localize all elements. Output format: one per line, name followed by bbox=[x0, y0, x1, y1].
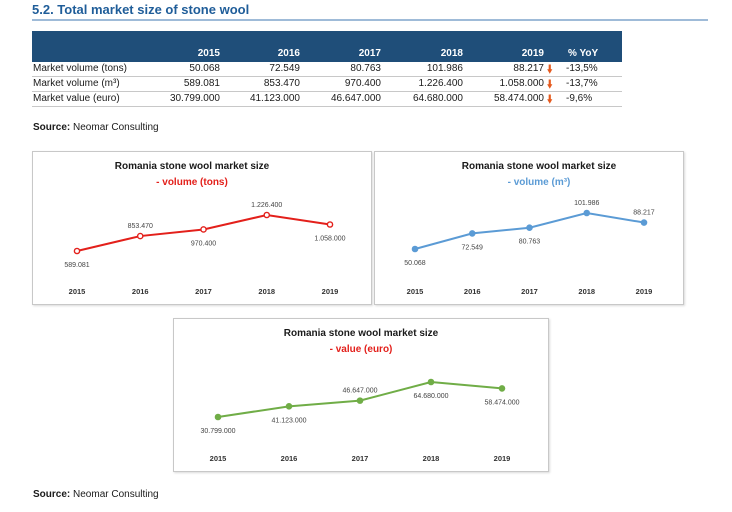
chart-volume-m3: Romania stone wool market size - volume … bbox=[374, 151, 684, 305]
x-tick-label: 2018 bbox=[423, 454, 440, 463]
data-point bbox=[468, 230, 476, 237]
data-label: 41.123.000 bbox=[271, 417, 306, 424]
table-cell: 80.763 bbox=[350, 63, 381, 74]
chart-subtitle: - volume (m³) bbox=[507, 177, 571, 188]
x-tick-label: 2017 bbox=[521, 287, 538, 296]
row-divider bbox=[32, 76, 622, 77]
data-point bbox=[136, 232, 144, 240]
table-yoy: -9,6% bbox=[566, 93, 593, 104]
data-label: 88.217 bbox=[633, 210, 655, 217]
x-tick-label: 2019 bbox=[494, 454, 511, 463]
table-yoy: -13,7% bbox=[566, 78, 598, 89]
chart-volume-tons: Romania stone wool market size - volume … bbox=[32, 151, 372, 305]
section-heading: 5.2. Total market size of stone wool bbox=[32, 2, 250, 17]
data-point bbox=[356, 397, 364, 404]
table-header-year: 2016 bbox=[277, 48, 300, 59]
chart-value-euro: Romania stone wool market size - value (… bbox=[173, 318, 549, 472]
chart-subtitle: - value (euro) bbox=[329, 344, 393, 355]
chart-title: Romania stone wool market size bbox=[283, 328, 439, 339]
data-point bbox=[427, 378, 435, 386]
chart-plot: 30.799.000 2015 41.123.000 2016 46.647.000 20… bbox=[200, 378, 520, 463]
data-label: 1.058.000 bbox=[314, 236, 345, 243]
data-point bbox=[526, 224, 533, 232]
data-label: 80.763 bbox=[519, 239, 541, 246]
table-header-year: 2018 bbox=[440, 48, 463, 59]
table-header-year: 2017 bbox=[358, 48, 381, 59]
chart-subtitle: - volume (tons) bbox=[156, 177, 228, 188]
data-label: 101.986 bbox=[574, 200, 599, 207]
table-cell: 50.068 bbox=[189, 63, 220, 74]
data-point bbox=[200, 226, 207, 233]
x-tick-label: 2017 bbox=[352, 454, 369, 463]
table-cell: 1.058.000 bbox=[499, 78, 545, 89]
table-yoy: -13,5% bbox=[566, 63, 598, 74]
source-note: Source: Neomar Consulting bbox=[33, 489, 159, 500]
x-tick-label: 2016 bbox=[281, 454, 298, 463]
row-divider bbox=[32, 106, 622, 107]
table-header-yoy: % YoY bbox=[568, 48, 599, 59]
data-label: 970.400 bbox=[191, 240, 216, 247]
data-label: 46.647.000 bbox=[342, 388, 377, 395]
x-tick-label: 2017 bbox=[195, 287, 212, 296]
data-point bbox=[214, 413, 222, 421]
table-header-year: 2015 bbox=[197, 48, 220, 59]
table-cell: 58.474.000 bbox=[493, 93, 544, 104]
table-cell: 1.226.400 bbox=[418, 78, 464, 89]
table-cell: 41.123.000 bbox=[249, 93, 300, 104]
table-cell: 30.799.000 bbox=[169, 93, 220, 104]
table-cell: 101.986 bbox=[426, 63, 463, 74]
chart-title: Romania stone wool market size bbox=[461, 161, 617, 172]
x-tick-label: 2018 bbox=[258, 287, 275, 296]
chart-plot: 50.068 2015 72.549 2016 80.763 2017 101.986 201… bbox=[404, 200, 655, 296]
data-point bbox=[640, 219, 648, 226]
data-point bbox=[498, 385, 506, 392]
table-cell: 46.647.000 bbox=[330, 93, 381, 104]
table-header-year: 2019 bbox=[521, 48, 544, 59]
data-point bbox=[326, 221, 334, 228]
data-label: 72.549 bbox=[462, 244, 484, 251]
table-cell: 589.081 bbox=[183, 78, 220, 89]
table-cell: 64.680.000 bbox=[412, 93, 463, 104]
data-label: 58.474.000 bbox=[484, 399, 519, 406]
x-tick-label: 2015 bbox=[69, 287, 86, 296]
down-arrow-icon: 🠛 bbox=[547, 94, 553, 106]
data-point bbox=[263, 211, 271, 219]
x-tick-label: 2015 bbox=[407, 287, 424, 296]
data-point bbox=[583, 209, 591, 217]
table-cell: 88.217 bbox=[513, 63, 544, 74]
table-cell: 970.400 bbox=[344, 78, 381, 89]
data-point bbox=[285, 403, 293, 410]
x-tick-label: 2019 bbox=[322, 287, 339, 296]
table-row-label: Market value (euro) bbox=[33, 93, 120, 104]
heading-divider bbox=[32, 19, 708, 21]
x-tick-label: 2015 bbox=[210, 454, 227, 463]
chart-title: Romania stone wool market size bbox=[114, 161, 270, 172]
data-label: 30.799.000 bbox=[200, 428, 235, 435]
x-tick-label: 2018 bbox=[578, 287, 595, 296]
x-tick-label: 2016 bbox=[132, 287, 149, 296]
x-tick-label: 2016 bbox=[464, 287, 481, 296]
table-cell: 853.470 bbox=[263, 78, 300, 89]
data-label: 589.081 bbox=[64, 262, 89, 269]
table-row-label: Market volume (m³) bbox=[33, 78, 120, 89]
table-header-band bbox=[32, 31, 622, 62]
source-note: Source: Neomar Consulting bbox=[33, 122, 159, 133]
data-label: 64.680.000 bbox=[413, 393, 448, 400]
chart-plot: 589.081 2015 853.470 2016 970.400 2017 1.226.4… bbox=[64, 202, 345, 296]
x-tick-label: 2019 bbox=[636, 287, 653, 296]
data-label: 1.226.400 bbox=[251, 202, 282, 209]
table-row-label: Market volume (tons) bbox=[33, 63, 127, 74]
down-arrow-icon: 🠛 bbox=[547, 79, 553, 91]
table-cell: 72.549 bbox=[269, 63, 300, 74]
data-label: 50.068 bbox=[404, 260, 426, 267]
data-label: 853.470 bbox=[128, 223, 153, 230]
data-point bbox=[411, 245, 419, 253]
data-point bbox=[73, 247, 81, 255]
row-divider bbox=[32, 91, 622, 92]
down-arrow-icon: 🠛 bbox=[547, 64, 553, 76]
